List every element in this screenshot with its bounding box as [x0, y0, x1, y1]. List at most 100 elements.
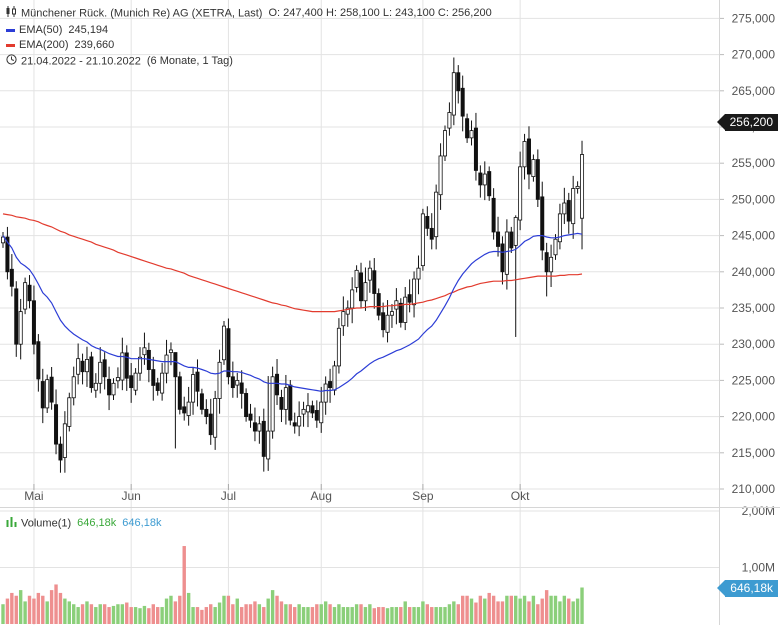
candle-body-down [252, 422, 257, 432]
candle [266, 376, 271, 471]
price-tick-label: 210,000 [732, 482, 776, 496]
candle [111, 378, 116, 400]
candle-body-down [279, 397, 284, 410]
candle-body-down [500, 243, 505, 273]
volume-bar [580, 587, 584, 624]
volume-bar [195, 607, 200, 624]
candle [363, 267, 368, 311]
volume-bar [18, 590, 23, 624]
candle-body-down [261, 420, 266, 457]
ema50-legend: EMA(50) 245,194 [6, 23, 108, 37]
candle-body-down [14, 288, 19, 345]
volume-bar [390, 607, 394, 624]
volume-bar [23, 601, 27, 624]
volume-bar [306, 607, 310, 624]
candle-body-up [341, 311, 346, 327]
candle [9, 254, 14, 297]
candle [23, 277, 28, 315]
candle [71, 366, 76, 406]
candle [182, 396, 187, 421]
candle [133, 368, 138, 396]
ema50-value: 245,194 [68, 24, 109, 36]
price-tick-label: 240,000 [732, 265, 776, 279]
candle-body-down [173, 352, 178, 378]
candle-body-down [195, 371, 200, 392]
candle [350, 277, 355, 324]
candle-body-down [359, 272, 364, 302]
ema200-value: 239,660 [74, 39, 115, 51]
candle [359, 262, 364, 309]
volume-bar [562, 595, 567, 624]
candle-body-up [93, 382, 98, 391]
candle-body-up [213, 398, 218, 438]
candle [487, 166, 492, 201]
volume-bar [575, 598, 580, 624]
volume-bar [456, 604, 460, 624]
candle-body-down [182, 406, 187, 414]
candle-body-down [226, 328, 231, 378]
candle [442, 125, 447, 162]
candle-body-up [164, 354, 169, 374]
candle-body-up [45, 379, 50, 409]
price-tick-label: 270,000 [732, 48, 776, 62]
volume-bar [32, 598, 36, 624]
candle [412, 271, 417, 318]
volume-bar [226, 595, 231, 624]
volume-bar [293, 607, 297, 624]
candle [84, 346, 89, 387]
price-tick-label: 235,000 [732, 301, 776, 315]
candle [173, 352, 178, 449]
candle [451, 57, 456, 126]
candle [504, 219, 509, 290]
candle-body-down [310, 405, 315, 414]
candle-body-up [580, 154, 585, 219]
volume-bar [142, 605, 147, 624]
candle [434, 184, 439, 250]
candle [341, 296, 346, 336]
candle-body-up [0, 236, 6, 244]
ema50-swatch-icon [6, 28, 15, 32]
volume-bar [509, 595, 513, 624]
month-label: Aug [311, 489, 332, 503]
candle-body-down [429, 227, 434, 240]
candle [385, 300, 390, 343]
candle-body-up [420, 213, 425, 267]
candle [14, 281, 19, 357]
candle-body-up [442, 130, 447, 157]
candle-body-down [204, 408, 209, 417]
volume-bar [447, 604, 452, 624]
candle-body-down [407, 294, 412, 303]
instrument-name: Münchener Rück. (Munich Re) AG (XETRA, L… [21, 7, 263, 20]
candle [98, 347, 103, 394]
candle [49, 367, 54, 410]
volume-bar [85, 601, 89, 624]
candle-body-down [102, 359, 107, 378]
volume-bar [248, 604, 253, 624]
volume-bar [151, 604, 155, 624]
candle [456, 65, 461, 104]
candle-body-up [562, 202, 567, 215]
candle [120, 337, 125, 391]
candle-body-up [319, 401, 324, 424]
candle-body-up [217, 361, 222, 399]
candle-body-up [266, 430, 271, 460]
candle-body-down [526, 138, 531, 175]
instrument-legend: Münchener Rück. (Munich Re) AG (XETRA, L… [6, 6, 492, 21]
volume-bar [301, 607, 306, 624]
month-axis: Mai Jun Jul Aug Sep Okt [24, 484, 530, 503]
candle-body-up [23, 282, 28, 310]
candle [129, 363, 134, 403]
candle-body-down [208, 413, 213, 436]
candle [45, 374, 50, 413]
candle-body-down [244, 393, 249, 418]
candle [208, 398, 213, 445]
candle [420, 208, 425, 271]
volume-bar [94, 607, 98, 624]
candle [138, 347, 143, 381]
last-price-tag: 256,200 [716, 114, 778, 131]
volume-bar [36, 592, 41, 624]
candle-body-up [221, 325, 226, 361]
volume-bar [540, 598, 544, 624]
candle [204, 399, 209, 425]
volume-bar [133, 607, 138, 624]
